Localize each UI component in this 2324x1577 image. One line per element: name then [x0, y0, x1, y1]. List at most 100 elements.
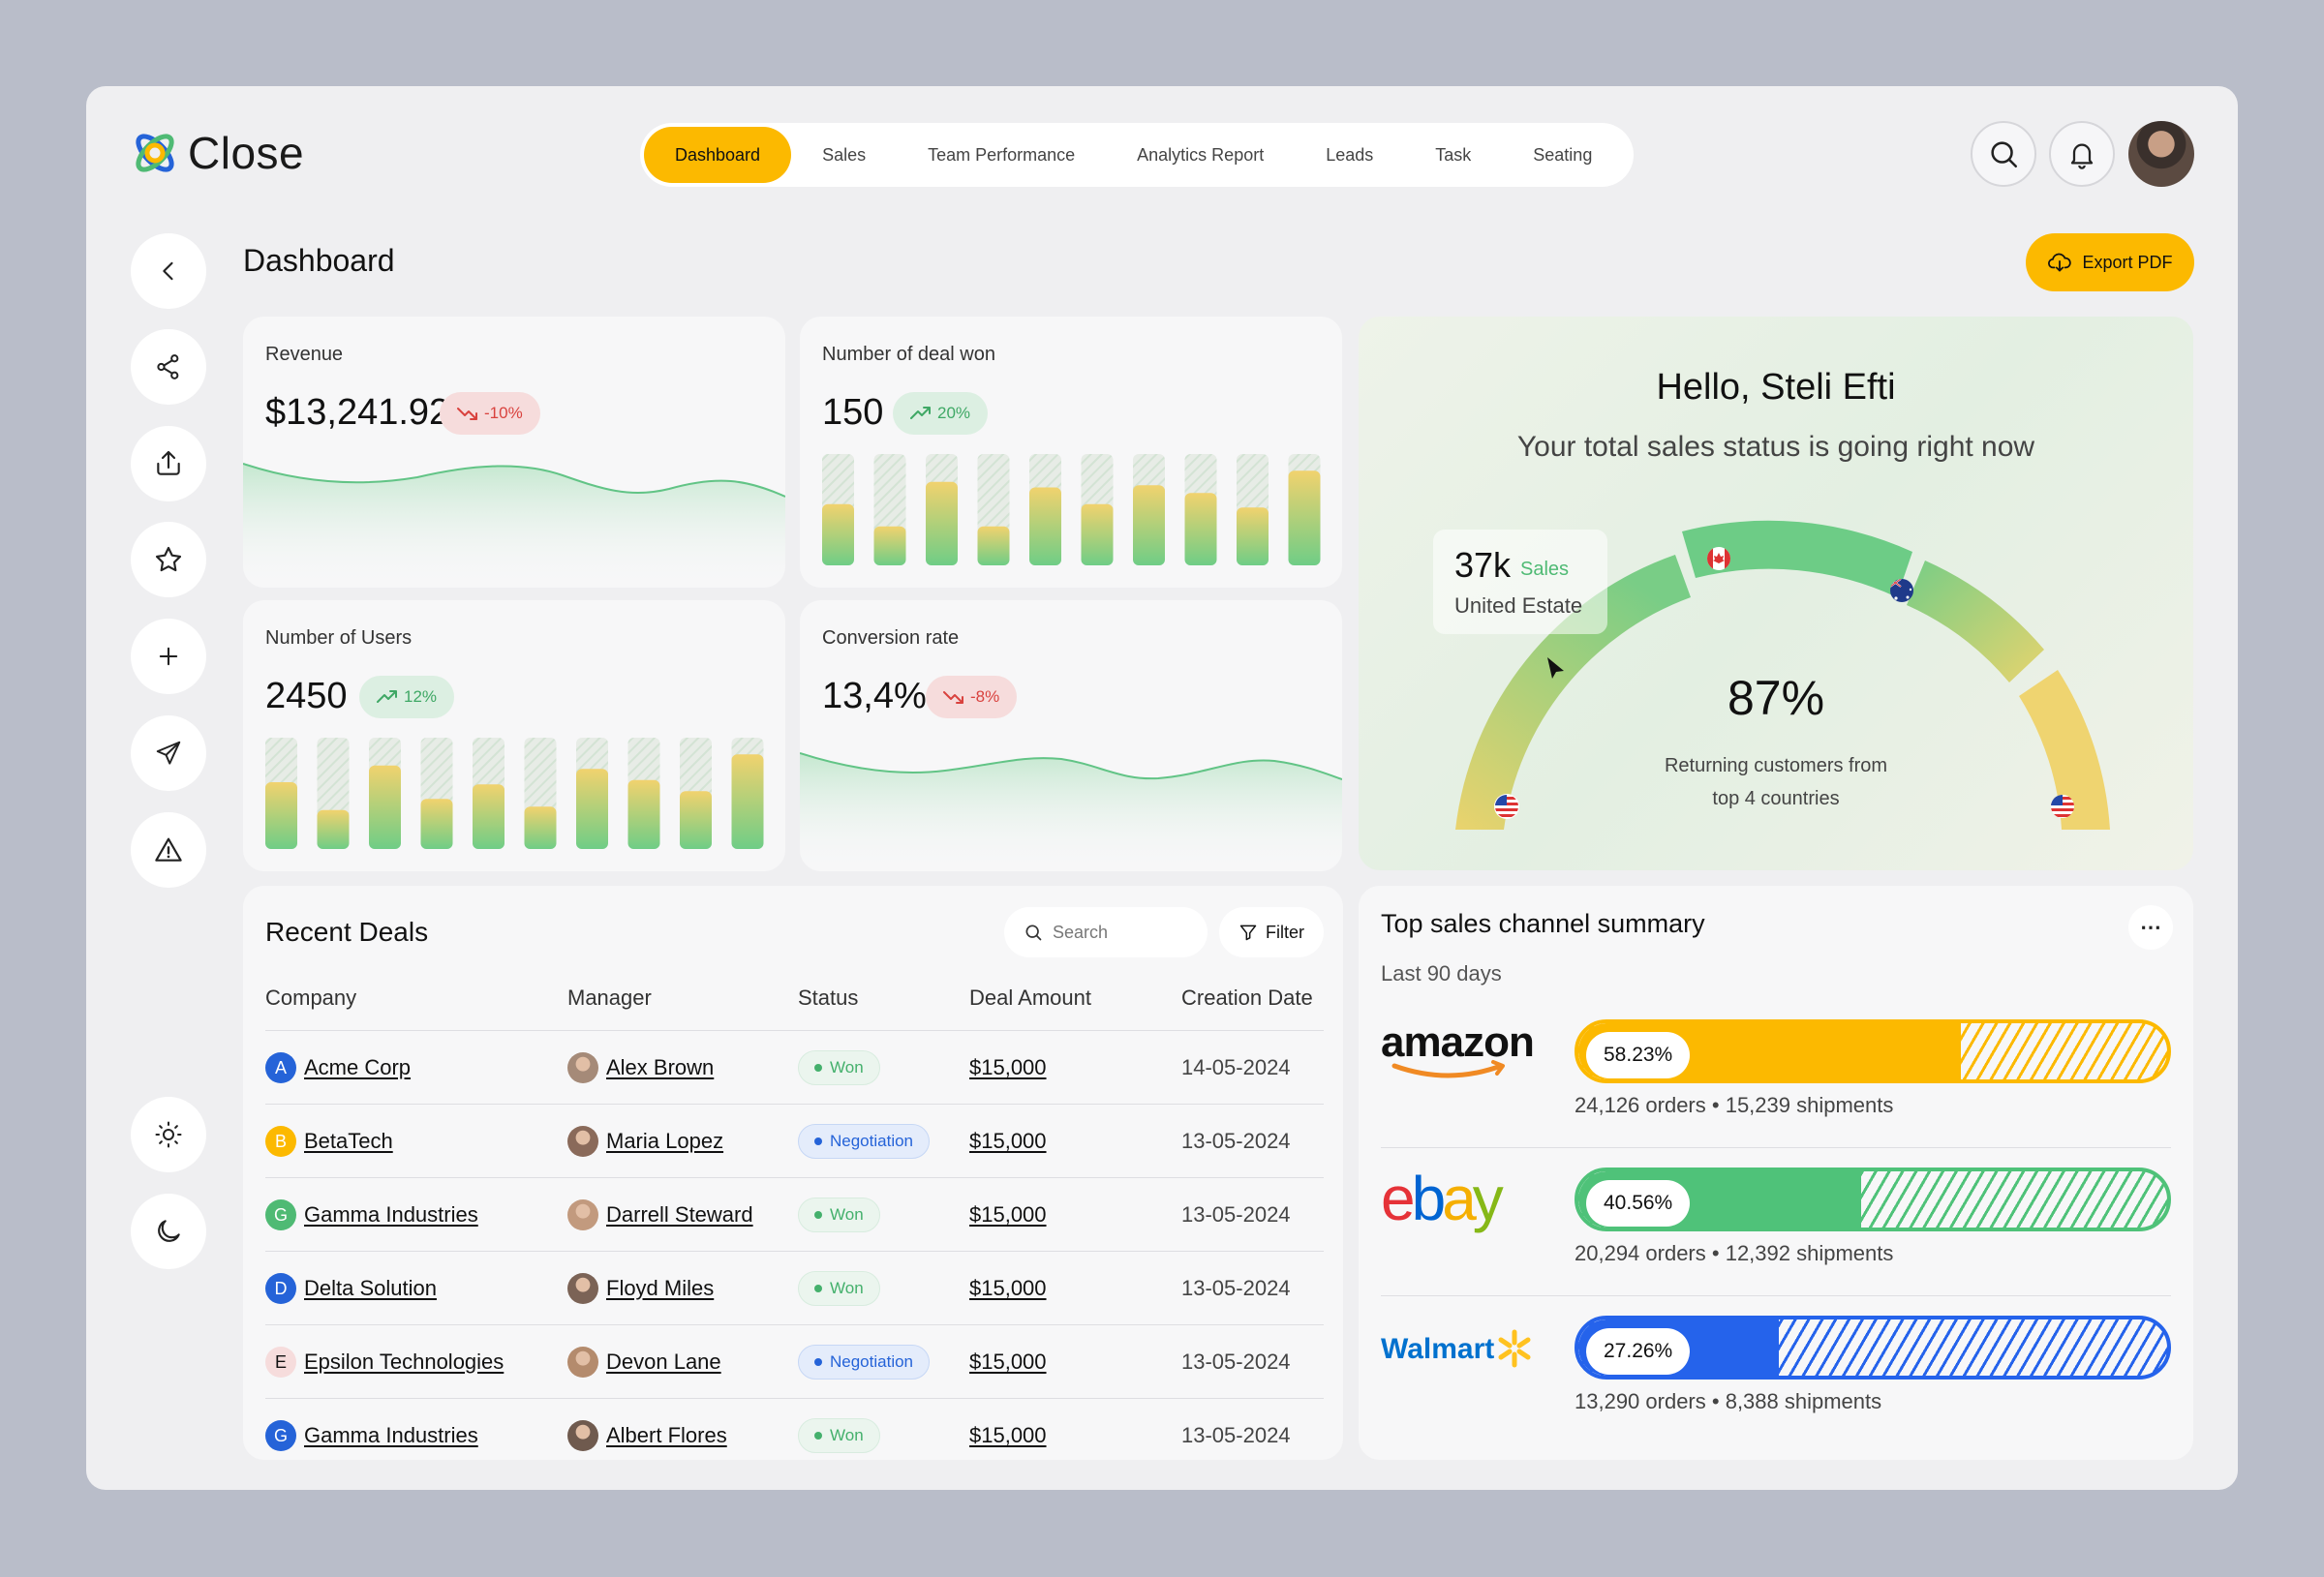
users-bar[interactable] — [680, 791, 712, 849]
nav-task[interactable]: Task — [1435, 144, 1472, 165]
users-bar[interactable] — [473, 784, 505, 849]
manager-link[interactable]: Darrell Steward — [606, 1202, 753, 1227]
deals-won-bar[interactable] — [1237, 507, 1269, 565]
users-bar[interactable] — [731, 754, 764, 849]
deals-won-bar[interactable] — [873, 526, 906, 565]
add-button[interactable] — [131, 619, 206, 694]
status-label: Negotiation — [830, 1352, 914, 1371]
deals-won-bar[interactable] — [1133, 485, 1165, 565]
company-link[interactable]: Epsilon Technologies — [304, 1350, 505, 1374]
search-button[interactable] — [1971, 121, 2036, 187]
company-link[interactable]: Gamma Industries — [304, 1202, 478, 1227]
favorites-button[interactable] — [131, 522, 206, 597]
column-status[interactable]: Status — [798, 986, 859, 1010]
filter-button[interactable]: Filter — [1219, 907, 1324, 957]
nav-sales[interactable]: Sales — [822, 144, 867, 165]
manager-avatar — [567, 1052, 598, 1083]
nav-dashboard[interactable]: Dashboard — [644, 127, 792, 183]
table-row[interactable]: B BetaTech Maria Lopez Negotiation $15,000 13… — [265, 1104, 1324, 1177]
table-row[interactable]: D Delta Solution Floyd Miles Won $15,000 13-0… — [265, 1251, 1324, 1324]
table-row[interactable]: A Acme Corp Alex Brown Won $15,000 14-05-2024 — [265, 1030, 1324, 1104]
deals-won-bar[interactable] — [1029, 487, 1061, 566]
light-mode-button[interactable] — [131, 1097, 206, 1172]
company-link[interactable]: Gamma Industries — [304, 1423, 478, 1447]
users-bar[interactable] — [420, 799, 453, 849]
nav-seating[interactable]: Seating — [1533, 144, 1593, 165]
status-label: Won — [830, 1279, 864, 1297]
deals-won-bar[interactable] — [1184, 493, 1217, 565]
users-bar[interactable] — [576, 769, 608, 849]
manager-avatar — [567, 1347, 598, 1378]
company-link[interactable]: BetaTech — [304, 1129, 393, 1153]
users-bar[interactable] — [524, 806, 557, 849]
channel-progress-bar: 58.23% — [1575, 1019, 2171, 1083]
deal-amount[interactable]: $15,000 — [969, 1423, 1047, 1447]
revenue-change: -10% — [484, 404, 523, 422]
deals-won-bar[interactable] — [822, 503, 854, 565]
nav-team-performance[interactable]: Team Performance — [928, 144, 1076, 165]
deals-won-bar[interactable] — [977, 526, 1010, 565]
manager-cell: Floyd Miles — [567, 1252, 714, 1325]
manager-link[interactable]: Alex Brown — [606, 1055, 715, 1079]
deal-amount[interactable]: $15,000 — [969, 1350, 1047, 1374]
deal-amount[interactable]: $15,000 — [969, 1276, 1047, 1300]
manager-link[interactable]: Maria Lopez — [606, 1129, 724, 1153]
table-row[interactable]: G Gamma Industries Darrell Steward Won $15,0… — [265, 1177, 1324, 1251]
status-dot — [814, 1432, 822, 1440]
column-company[interactable]: Company — [265, 986, 357, 1010]
table-row[interactable]: E Epsilon Technologies Devon Lane Negotiati… — [265, 1324, 1324, 1398]
alerts-button[interactable] — [131, 812, 206, 888]
users-bar[interactable] — [627, 779, 660, 849]
back-button[interactable] — [131, 233, 206, 309]
manager-link[interactable]: Albert Flores — [606, 1423, 727, 1447]
users-bar[interactable] — [317, 809, 350, 849]
deals-won-bar[interactable] — [926, 481, 958, 565]
user-avatar[interactable] — [2128, 121, 2194, 187]
manager-cell: Maria Lopez — [567, 1105, 723, 1178]
company-link[interactable]: Delta Solution — [304, 1276, 437, 1300]
share-icon — [157, 354, 179, 379]
channel-orders: 24,126 orders — [1575, 1093, 1706, 1117]
logo-icon — [136, 134, 174, 172]
alert-icon — [155, 837, 182, 862]
column-deal-amount[interactable]: Deal Amount — [969, 986, 1091, 1010]
status-dot — [814, 1358, 822, 1366]
notifications-button[interactable] — [2049, 121, 2115, 187]
channel-row-amazon[interactable]: amazon 58.23% 24,126 orders • 15,239 shipm… — [1381, 1000, 2171, 1148]
more-options-button[interactable]: ⋯ — [2128, 905, 2173, 950]
send-button[interactable] — [131, 715, 206, 791]
column-manager[interactable]: Manager — [567, 986, 652, 1010]
users-bar[interactable] — [265, 782, 297, 849]
status-dot — [814, 1137, 822, 1145]
nav-analytics-report[interactable]: Analytics Report — [1137, 144, 1265, 165]
status-cell: Won — [798, 1252, 880, 1325]
trend-up-icon — [910, 407, 931, 419]
manager-link[interactable]: Devon Lane — [606, 1350, 721, 1374]
logo[interactable]: Close — [130, 127, 304, 179]
deal-amount[interactable]: $15,000 — [969, 1129, 1047, 1153]
conversion-sparkline — [800, 752, 1342, 871]
status-label: Won — [830, 1205, 864, 1224]
upload-button[interactable] — [131, 426, 206, 501]
deals-search-input[interactable]: Search — [1004, 907, 1208, 957]
deals-won-bar[interactable] — [1081, 503, 1114, 565]
deals-won-label: Number of deal won — [822, 344, 995, 365]
table-row[interactable]: G Gamma Industries Albert Flores Won $15,000… — [265, 1398, 1324, 1460]
manager-link[interactable]: Floyd Miles — [606, 1276, 715, 1300]
channel-row-ebay[interactable]: ebay 40.56% 20,294 orders • 12,392 shipmen… — [1381, 1148, 2171, 1296]
users-bar[interactable] — [369, 765, 401, 849]
column-creation-date[interactable]: Creation Date — [1181, 986, 1313, 1010]
returning-percent: 87% — [1727, 671, 1825, 725]
deals-won-bar[interactable] — [1288, 470, 1321, 565]
share-button[interactable] — [131, 329, 206, 405]
dark-mode-button[interactable] — [131, 1194, 206, 1269]
company-link[interactable]: Acme Corp — [304, 1055, 412, 1079]
deal-amount[interactable]: $15,000 — [969, 1202, 1047, 1227]
returning-description: Returning customers from top 4 countries — [1359, 749, 2193, 815]
nav-leads[interactable]: Leads — [1326, 144, 1374, 165]
creation-date: 13-05-2024 — [1181, 1423, 1291, 1447]
status-cell: Won — [798, 1399, 880, 1460]
deal-amount[interactable]: $15,000 — [969, 1055, 1047, 1079]
channel-row-walmart[interactable]: Walmart 27.26% 13,290 orders • 8,388 shipm… — [1381, 1296, 2171, 1444]
export-pdf-button[interactable]: Export PDF — [2026, 233, 2194, 291]
